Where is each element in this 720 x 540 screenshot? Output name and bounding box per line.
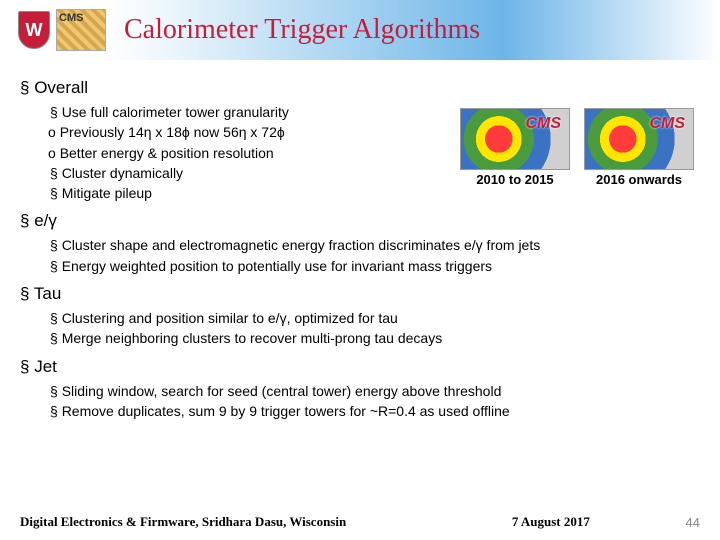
page-number: 44	[686, 515, 700, 530]
overall-list-cont: Cluster dynamically Mitigate pileup	[20, 163, 460, 204]
wisconsin-shield-icon: W	[18, 11, 50, 49]
list-item: Better energy & position resolution	[48, 143, 460, 163]
list-item: Previously 14η x 18ϕ now 56η x 72ϕ	[48, 122, 460, 142]
cms-detector-icon: CMS	[584, 108, 694, 170]
list-item: Mitigate pileup	[50, 183, 460, 203]
cms-small-logo-icon: CMS	[56, 9, 106, 51]
cms-caption-left: 2010 to 2015	[460, 172, 570, 187]
section-heading-egamma: e/γ	[20, 211, 700, 231]
cms-caption-right: 2016 onwards	[584, 172, 694, 187]
jet-list: Sliding window, search for seed (central…	[20, 381, 700, 422]
list-item: Remove duplicates, sum 9 by 9 trigger to…	[50, 401, 700, 421]
overall-text-block: Use full calorimeter tower granularity P…	[20, 102, 460, 203]
slide-content: Overall Use full calorimeter tower granu…	[0, 60, 720, 421]
list-item: Merge neighboring clusters to recover mu…	[50, 328, 700, 348]
section-heading-tau: Tau	[20, 284, 700, 304]
section-heading-overall: Overall	[20, 78, 700, 98]
overall-sublist: Previously 14η x 18ϕ now 56η x 72ϕ Bette…	[20, 122, 460, 163]
section-heading-jet: Jet	[20, 357, 700, 377]
list-item: Clustering and position similar to e/γ, …	[50, 308, 700, 328]
cms-logo-right: CMS 2016 onwards	[584, 108, 694, 203]
overall-row: Use full calorimeter tower granularity P…	[20, 102, 700, 203]
cms-detector-icon: CMS	[460, 108, 570, 170]
footer-left: Digital Electronics & Firmware, Sridhara…	[20, 514, 346, 530]
cms-logo-label: CMS	[649, 115, 685, 133]
list-item: Use full calorimeter tower granularity	[50, 102, 460, 122]
list-item: Energy weighted position to potentially …	[50, 256, 700, 276]
tau-list: Clustering and position similar to e/γ, …	[20, 308, 700, 349]
footer-date: 7 August 2017	[346, 514, 685, 530]
slide-header: W CMS Calorimeter Trigger Algorithms	[0, 0, 720, 60]
slide-footer: Digital Electronics & Firmware, Sridhara…	[0, 514, 720, 530]
logo2-text: CMS	[59, 12, 83, 24]
cms-logo-left: CMS 2010 to 2015	[460, 108, 570, 203]
list-item: Cluster shape and electromagnetic energy…	[50, 235, 700, 255]
slide-title: Calorimeter Trigger Algorithms	[124, 14, 480, 46]
shield-letter: W	[26, 20, 43, 41]
list-item: Cluster dynamically	[50, 163, 460, 183]
cms-logo-label: CMS	[525, 115, 561, 133]
cms-logos-block: CMS 2010 to 2015 CMS 2016 onwards	[460, 102, 700, 203]
egamma-list: Cluster shape and electromagnetic energy…	[20, 235, 700, 276]
overall-list: Use full calorimeter tower granularity	[20, 102, 460, 122]
list-item: Sliding window, search for seed (central…	[50, 381, 700, 401]
